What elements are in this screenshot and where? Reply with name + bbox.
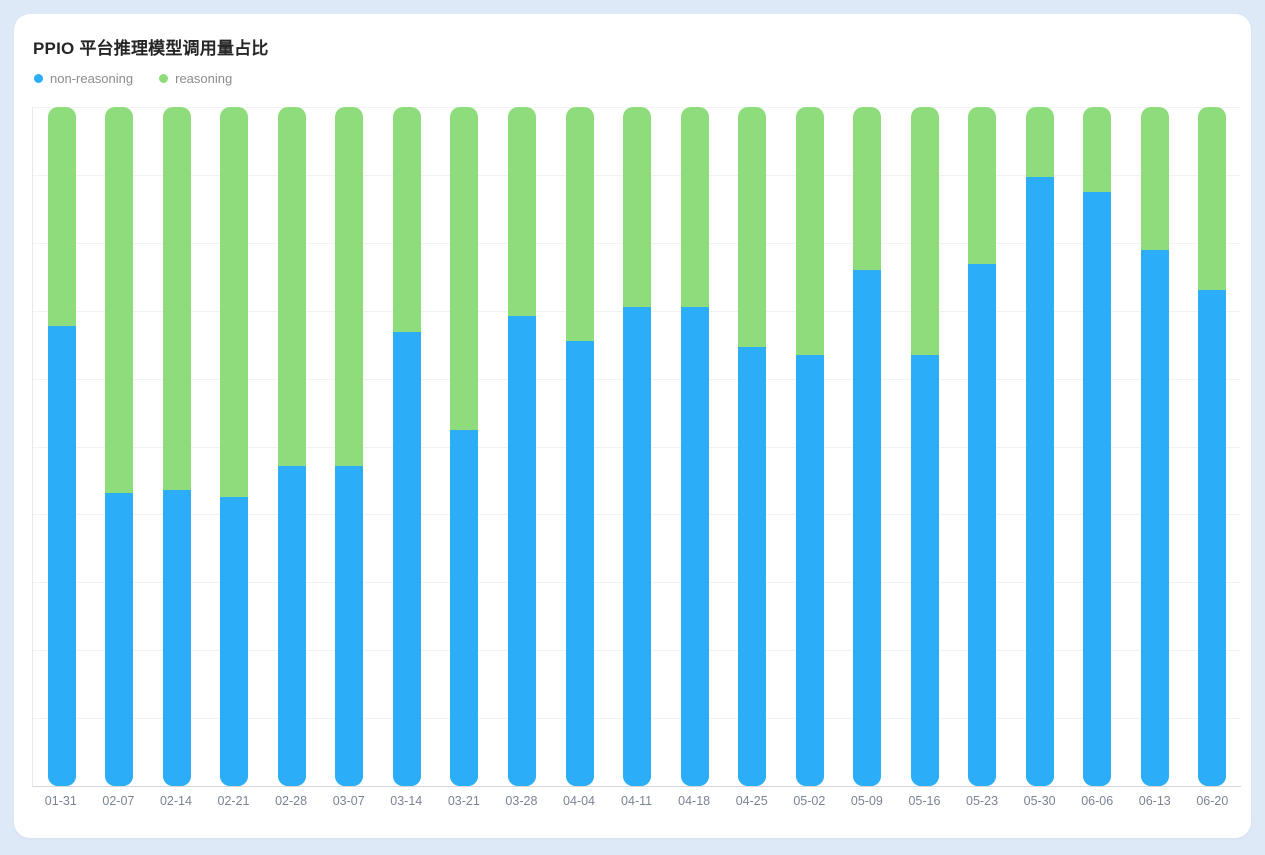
legend-label-non-reasoning: non-reasoning [50,70,134,86]
x-axis-label: 04-11 [621,794,653,808]
bar-segment-non-reasoning[interactable] [1198,290,1227,786]
bar-column [263,107,321,786]
bar-segment-non-reasoning[interactable] [623,306,652,786]
bar-segment-reasoning[interactable] [1083,107,1112,786]
x-axis-label: 03-28 [505,794,538,808]
bar-segment-reasoning[interactable] [47,107,76,786]
x-axis-label: 04-04 [563,794,595,808]
bar-segment-reasoning[interactable] [910,107,939,786]
x-axis: 01-31 02-07 02-14 02-21 02-28 03-07 03-14 03-21… [32,794,1241,808]
bar-segment-non-reasoning[interactable] [508,316,537,786]
x-axis-label: 05-09 [850,794,883,808]
bar-segment-reasoning[interactable] [392,107,421,786]
plot-area [32,107,1241,787]
bar-column [666,107,724,786]
legend-item-reasoning[interactable]: reasoning [159,71,232,86]
x-axis-label: 06-20 [1196,794,1229,808]
bar-segment-reasoning[interactable] [1140,107,1169,786]
bar-segment-reasoning[interactable] [853,107,882,786]
bar-column [781,107,839,786]
x-axis-label: 02-28 [275,794,308,808]
chart-card: PPIO 平台推理模型调用量占比 non-reasoning reasoning… [14,14,1251,838]
bar-segment-reasoning[interactable] [680,107,709,786]
x-axis-label: 05-23 [966,794,999,808]
bar-segment-reasoning[interactable] [623,107,652,786]
bar-column [838,107,896,786]
x-axis-label: 05-02 [793,794,826,808]
chart-title: PPIO 平台推理模型调用量占比 [33,39,269,58]
bar-column [493,107,551,786]
bar-segment-reasoning[interactable] [450,107,479,786]
bar-segment-non-reasoning[interactable] [392,332,421,786]
x-axis-label: 03-21 [447,794,480,808]
bar-segment-reasoning[interactable] [335,107,364,786]
legend-dot-icon [34,73,43,83]
bar-segment-non-reasoning[interactable] [277,465,306,786]
bar-segment-non-reasoning[interactable] [1025,176,1054,786]
legend-item-non-reasoning[interactable]: non-reasoning [34,71,133,86]
bar-segment-non-reasoning[interactable] [162,489,191,786]
bar-column [148,107,206,786]
bar-column [1126,107,1184,786]
bar-segment-reasoning[interactable] [220,107,249,786]
legend: non-reasoning reasoning [34,70,1251,86]
bar-segment-non-reasoning[interactable] [968,263,997,786]
x-axis-label: 01-31 [44,794,77,808]
bar-column [608,107,666,786]
bar-column [1011,107,1069,786]
legend-dot-icon [159,73,169,83]
bar-segment-non-reasoning[interactable] [680,307,709,786]
bar-segment-non-reasoning[interactable] [47,325,76,786]
bar-segment-reasoning[interactable] [105,107,134,786]
x-axis-label: 05-16 [908,794,941,808]
bar-column [954,107,1012,786]
bar-segment-non-reasoning[interactable] [1083,191,1112,786]
bar-segment-reasoning[interactable] [968,107,997,786]
legend-label-reasoning: reasoning [175,70,233,86]
x-axis-label: 03-14 [390,794,423,808]
x-axis-label: 04-25 [735,794,768,808]
bar-segment-reasoning[interactable] [277,107,306,786]
bar-segment-reasoning[interactable] [1198,107,1227,786]
plot-wrap: 01-31 02-07 02-14 02-21 02-28 03-07 03-14 03-21… [32,107,1241,808]
bar-segment-reasoning[interactable] [508,107,537,786]
bar-segment-non-reasoning[interactable] [105,493,134,786]
bar-column [206,107,264,786]
x-axis-label: 02-14 [159,794,192,808]
bar-segment-reasoning[interactable] [1025,107,1054,786]
x-axis-label: 02-07 [102,794,135,808]
bar-segment-non-reasoning[interactable] [335,465,364,786]
bar-segment-non-reasoning[interactable] [450,430,479,786]
bar-column [551,107,609,786]
bar-segment-reasoning[interactable] [738,107,767,786]
bar-column [321,107,379,786]
bar-column [1184,107,1242,786]
bar-column [896,107,954,786]
x-axis-label: 06-06 [1081,794,1114,808]
bar-segment-non-reasoning[interactable] [565,340,594,786]
bar-column [378,107,436,786]
bar-segment-non-reasoning[interactable] [220,497,249,786]
bar-column [436,107,494,786]
bar-column [33,107,91,786]
x-axis-label: 04-18 [678,794,711,808]
bar-column [1069,107,1127,786]
bar-column [91,107,149,786]
bar-segment-non-reasoning[interactable] [853,269,882,786]
bar-segment-non-reasoning[interactable] [1140,250,1169,786]
bar-segment-reasoning[interactable] [565,107,594,786]
x-axis-label: 02-21 [217,794,250,808]
x-axis-label: 05-30 [1023,794,1056,808]
bar-column [723,107,781,786]
bar-segment-reasoning[interactable] [162,107,191,786]
bar-segment-non-reasoning[interactable] [795,354,824,786]
bar-segment-non-reasoning[interactable] [738,346,767,786]
bar-segment-reasoning[interactable] [795,107,824,786]
bar-segment-non-reasoning[interactable] [910,354,939,786]
bars-row [33,107,1241,786]
x-axis-label: 03-07 [332,794,365,808]
x-axis-label: 06-13 [1138,794,1171,808]
